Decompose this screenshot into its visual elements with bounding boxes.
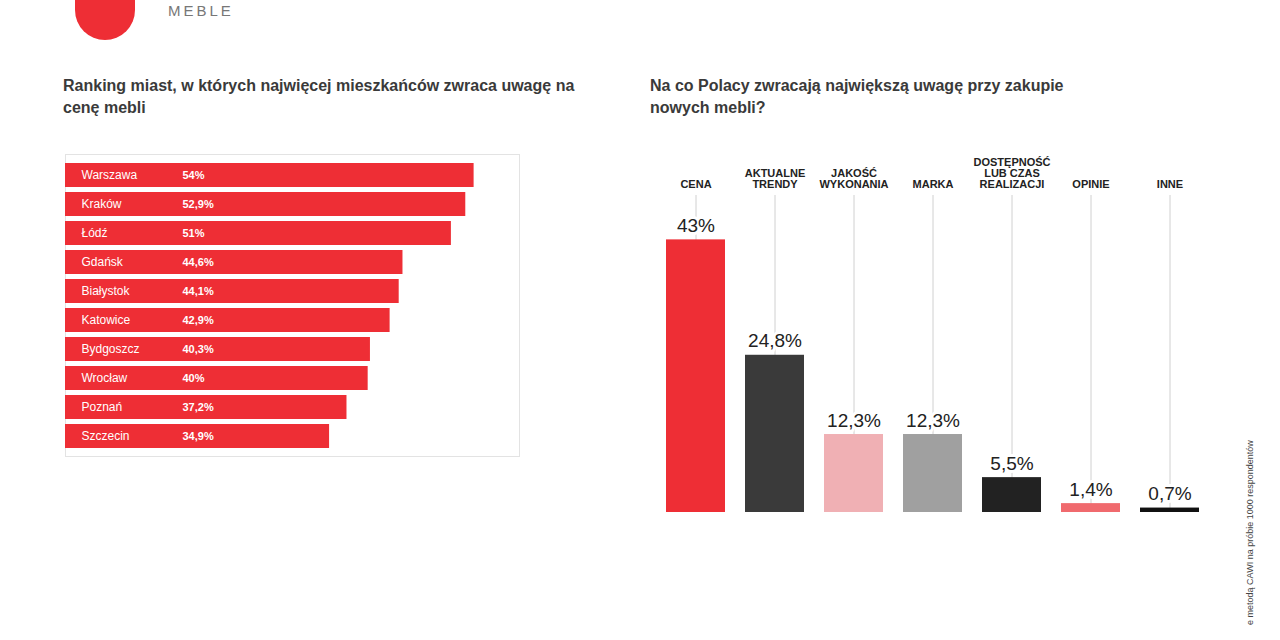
svg-text:42,9%: 42,9%	[183, 314, 214, 326]
svg-text:Łódź: Łódź	[82, 226, 108, 240]
svg-text:40%: 40%	[183, 372, 205, 384]
svg-text:Kraków: Kraków	[82, 197, 122, 211]
html-text:e metodą CAWI na próbie 1000 r: e metodą CAWI na próbie 1000 respondentó…	[1245, 440, 1255, 625]
html-text:MEBLE: MEBLE	[168, 2, 234, 19]
svg-text:5,5%: 5,5%	[990, 453, 1033, 474]
svg-text:34,9%: 34,9%	[183, 430, 214, 442]
svg-text:CENA: CENA	[680, 178, 711, 190]
svg-text:Gdańsk: Gdańsk	[82, 255, 124, 269]
svg-text:Wrocław: Wrocław	[82, 371, 128, 385]
svg-text:44,6%: 44,6%	[183, 256, 214, 268]
svg-text:44,1%: 44,1%	[183, 285, 214, 297]
svg-text:40,3%: 40,3%	[183, 343, 214, 355]
html-text:Na co Polacy zwracają najwięks: Na co Polacy zwracają największą uwagę p…	[650, 77, 1064, 116]
html-text:Ranking miast, w których najwi: Ranking miast, w których najwięcej miesz…	[63, 77, 575, 116]
svg-text:52,9%: 52,9%	[183, 198, 214, 210]
svg-text:MARKA: MARKA	[913, 178, 954, 190]
svg-text:54%: 54%	[183, 169, 205, 181]
svg-text:Poznań: Poznań	[82, 400, 123, 414]
svg-text:12,3%: 12,3%	[906, 410, 960, 431]
svg-text:AKTUALNETRENDY: AKTUALNETRENDY	[745, 167, 806, 190]
svg-text:INNE: INNE	[1157, 178, 1183, 190]
svg-text:OPINIE: OPINIE	[1072, 178, 1109, 190]
svg-text:12,3%: 12,3%	[827, 410, 881, 431]
svg-text:Warszawa: Warszawa	[82, 168, 138, 182]
svg-text:Szczecin: Szczecin	[82, 429, 130, 443]
svg-text:DOSTĘPNOŚĆLUB CZASREALIZACJI: DOSTĘPNOŚĆLUB CZASREALIZACJI	[973, 156, 1050, 190]
svg-text:1,4%: 1,4%	[1069, 479, 1112, 500]
svg-text:43%: 43%	[677, 215, 715, 236]
svg-text:JAKOŚĆWYKONANIA: JAKOŚĆWYKONANIA	[819, 167, 888, 190]
svg-text:Bydgoszcz: Bydgoszcz	[82, 342, 140, 356]
svg-text:Białystok: Białystok	[82, 284, 131, 298]
svg-text:24,8%: 24,8%	[748, 330, 802, 351]
svg-text:37,2%: 37,2%	[183, 401, 214, 413]
svg-text:0,7%: 0,7%	[1148, 483, 1191, 504]
svg-text:Katowice: Katowice	[82, 313, 131, 327]
svg-text:51%: 51%	[183, 227, 205, 239]
